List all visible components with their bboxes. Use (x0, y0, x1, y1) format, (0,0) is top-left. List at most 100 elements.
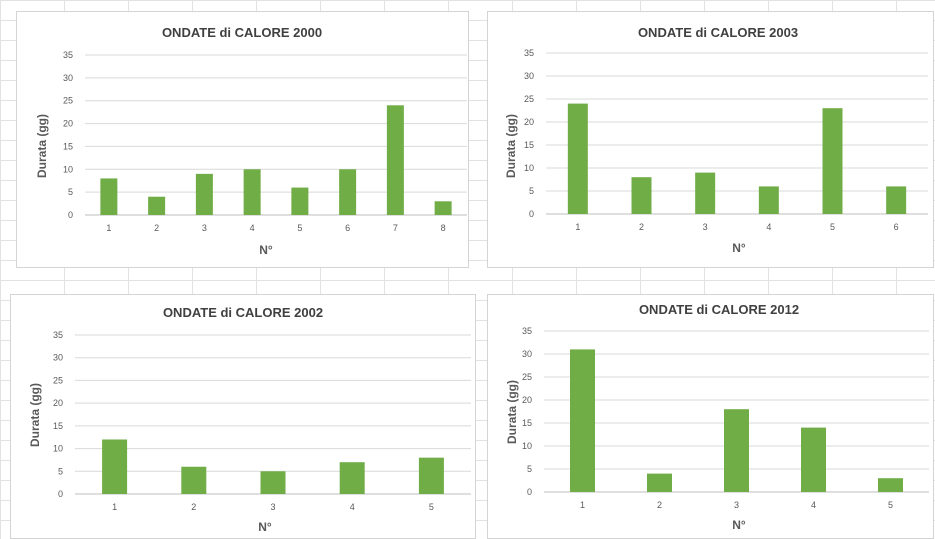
bar (570, 349, 595, 492)
x-axis-label: N° (732, 518, 746, 532)
x-tick-label: 1 (580, 500, 585, 510)
y-axis-label: Durata (gg) (504, 114, 518, 178)
x-tick-labels: 1 2 3 4 5 6 (575, 222, 898, 232)
y-tick-label: 30 (63, 73, 73, 83)
bar (195, 173, 213, 215)
y-tick-label: 20 (63, 119, 73, 129)
bar (822, 108, 843, 214)
chart-title: ONDATE di CALORE 2002 (163, 305, 323, 320)
x-tick-label: 2 (154, 223, 159, 233)
y-tick-labels: 0 5 10 15 20 25 30 35 (63, 50, 73, 220)
bar (418, 457, 444, 494)
x-tick-label: 2 (191, 502, 196, 512)
bar-chart-2000: ONDATE di CALORE 2000 Durata (gg) N° 051… (35, 25, 467, 257)
y-tick-labels: 0 5 10 15 20 25 30 35 (524, 48, 534, 219)
x-tick-label: 3 (734, 500, 739, 510)
y-tick-label: 35 (53, 330, 63, 340)
gridlines (546, 52, 928, 215)
y-tick-label: 30 (53, 353, 63, 363)
chart-title: ONDATE di CALORE 2012 (639, 302, 799, 317)
bar (339, 462, 365, 494)
bar (567, 103, 588, 214)
bar (647, 473, 672, 492)
x-tick-label: 5 (429, 502, 434, 512)
y-tick-label: 5 (68, 187, 73, 197)
bar (102, 439, 128, 494)
bar (631, 177, 652, 214)
bar (386, 105, 404, 215)
bars (100, 105, 452, 215)
y-tick-label: 5 (529, 186, 534, 196)
bar-chart-2002: ONDATE di CALORE 2002 Durata (gg) N° 0 5 1… (28, 305, 471, 534)
y-axis-label: Durata (gg) (28, 383, 42, 447)
y-tick-label: 35 (63, 50, 73, 60)
x-tick-label: 4 (350, 502, 355, 512)
x-tick-label: 3 (202, 223, 207, 233)
bar (291, 187, 309, 215)
bar (339, 169, 357, 215)
bars (567, 103, 907, 214)
y-tick-label: 0 (529, 209, 534, 219)
bar (886, 186, 907, 214)
y-tick-label: 0 (527, 487, 532, 497)
chart-title: ONDATE di CALORE 2003 (638, 25, 798, 40)
x-tick-label: 3 (270, 502, 275, 512)
bar (724, 409, 749, 492)
x-tick-label: 3 (703, 222, 708, 232)
y-tick-label: 25 (522, 372, 532, 382)
x-tick-label: 5 (830, 222, 835, 232)
x-tick-label: 7 (393, 223, 398, 233)
x-tick-label: 6 (894, 222, 899, 232)
bar (695, 172, 716, 214)
bar (801, 427, 826, 492)
y-tick-labels: 0 5 10 15 20 25 30 35 (53, 330, 63, 499)
chart-title: ONDATE di CALORE 2000 (162, 25, 322, 40)
gridlines (75, 334, 471, 495)
y-tick-label: 0 (58, 489, 63, 499)
y-tick-label: 25 (63, 96, 73, 106)
chart-panel-2012: ONDATE di CALORE 2012 Durata (gg) N° 0 5 1… (487, 294, 934, 539)
bars (570, 349, 903, 492)
y-tick-label: 35 (524, 48, 534, 58)
bars (102, 439, 444, 494)
y-tick-label: 15 (53, 421, 63, 431)
bar (148, 196, 166, 215)
x-tick-label: 5 (888, 500, 893, 510)
y-tick-label: 35 (522, 326, 532, 336)
chart-panel-2002: ONDATE di CALORE 2002 Durata (gg) N° 0 5 1… (10, 294, 476, 539)
bar-chart-2012: ONDATE di CALORE 2012 Durata (gg) N° 0 5 1… (505, 302, 929, 532)
bar (434, 201, 452, 215)
y-axis-label: Durata (gg) (505, 380, 519, 444)
y-tick-label: 15 (63, 141, 73, 151)
y-tick-label: 5 (58, 466, 63, 476)
y-tick-label: 20 (53, 398, 63, 408)
y-tick-label: 15 (524, 140, 534, 150)
x-tick-label: 4 (811, 500, 816, 510)
x-tick-label: 1 (112, 502, 117, 512)
bar (181, 466, 207, 494)
x-tick-label: 1 (575, 222, 580, 232)
y-tick-label: 0 (68, 210, 73, 220)
y-tick-label: 5 (527, 464, 532, 474)
x-tick-label: 4 (250, 223, 255, 233)
y-tick-label: 25 (53, 375, 63, 385)
y-tick-label: 10 (524, 163, 534, 173)
y-tick-label: 10 (63, 164, 73, 174)
y-tick-label: 15 (522, 418, 532, 428)
y-tick-label: 20 (522, 395, 532, 405)
y-tick-labels: 0 5 10 15 20 25 30 35 (522, 326, 532, 497)
x-axis-label: N° (258, 520, 272, 534)
y-tick-label: 10 (522, 441, 532, 451)
x-tick-label: 2 (639, 222, 644, 232)
x-tick-label: 4 (766, 222, 771, 232)
bar-chart-2003: ONDATE di CALORE 2003 Durata (gg) N° 051… (504, 25, 928, 255)
x-tick-label: 8 (441, 223, 446, 233)
x-tick-label: 2 (657, 500, 662, 510)
bar (878, 478, 903, 492)
y-tick-label: 30 (524, 71, 534, 81)
bar (243, 169, 261, 215)
y-tick-label: 10 (53, 444, 63, 454)
y-axis-label: Durata (gg) (35, 114, 49, 178)
